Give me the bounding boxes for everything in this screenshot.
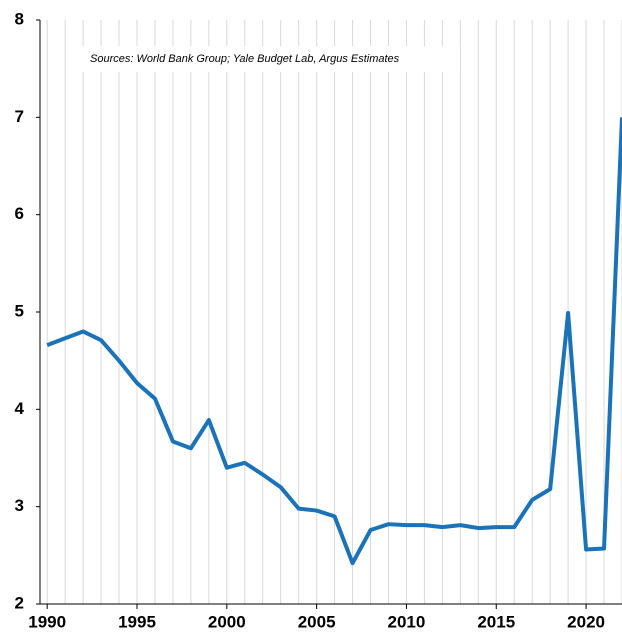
y-tick-label: 5 xyxy=(15,301,24,320)
x-tick-label: 2005 xyxy=(298,612,336,631)
y-tick-label: 2 xyxy=(15,593,24,612)
x-tick-label: 2020 xyxy=(567,612,605,631)
x-tick-label: 2010 xyxy=(388,612,426,631)
data-line xyxy=(46,117,622,566)
x-tick-label: 2015 xyxy=(477,612,515,631)
y-tick-label: 6 xyxy=(15,204,24,223)
y-tick-label: 8 xyxy=(15,9,24,28)
x-tick-label: 1990 xyxy=(28,612,66,631)
x-tick-label: 2000 xyxy=(208,612,246,631)
annotation: Sources: World Bank Group; Yale Budget L… xyxy=(90,53,400,65)
y-tick-label: 4 xyxy=(15,399,25,418)
y-tick-label: 7 xyxy=(15,107,24,126)
x-tick-label: 1995 xyxy=(118,612,156,631)
y-tick-label: 3 xyxy=(15,496,24,515)
annotation-box xyxy=(80,46,460,72)
